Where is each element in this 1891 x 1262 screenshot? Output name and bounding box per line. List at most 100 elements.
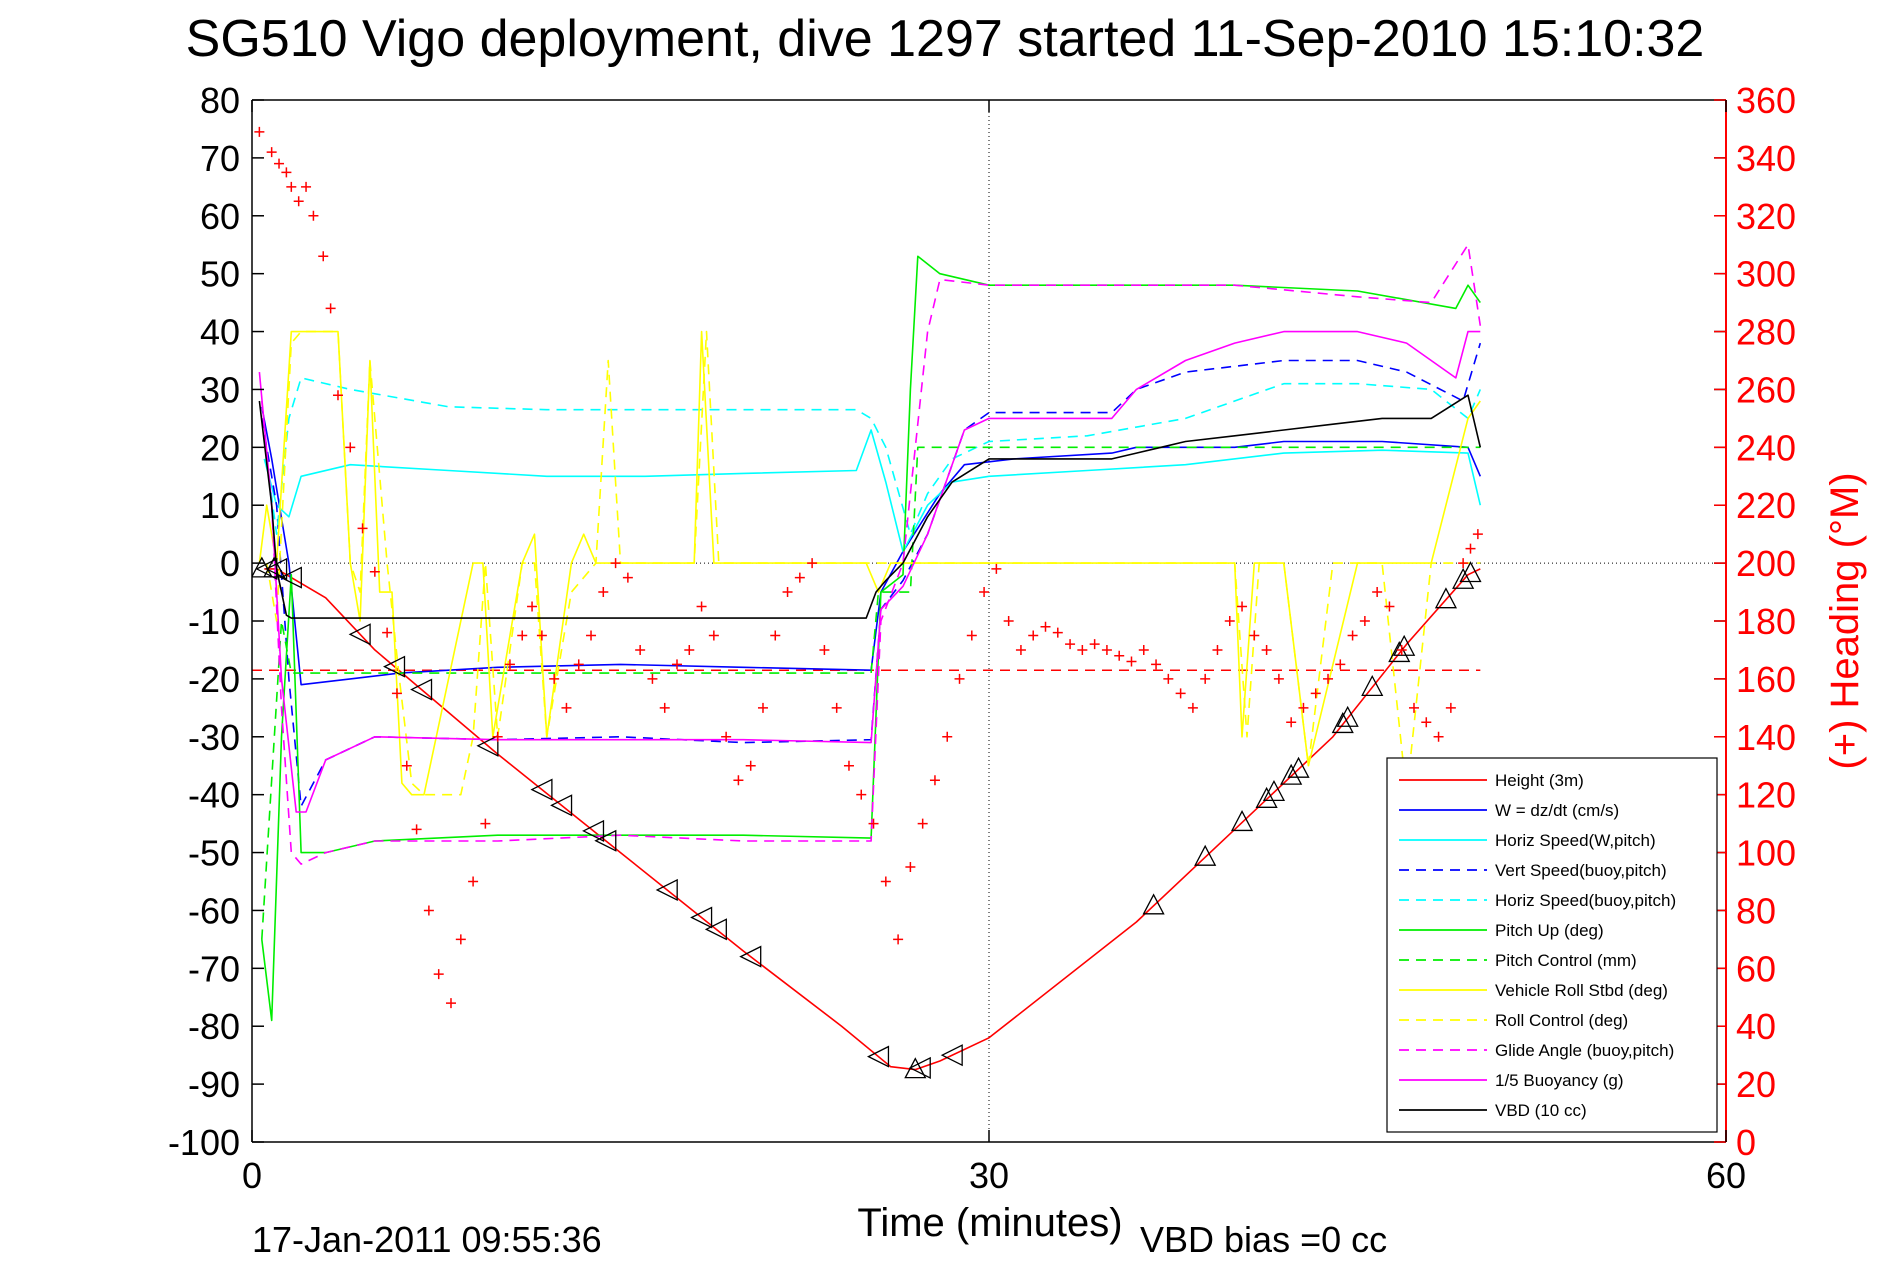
heading-point [411,824,422,835]
height-marker [255,557,278,580]
heading-point [1077,644,1088,655]
heading-point [332,390,343,401]
heading-point [382,627,393,638]
height-marker [904,1057,927,1079]
y2-tick-label: 340 [1736,138,1796,179]
heading-point [492,731,503,742]
height-marker [690,906,713,929]
heading-point [1163,673,1174,684]
heading-point [1126,656,1137,667]
y-tick-label: -10 [188,601,240,642]
heading-point [770,630,781,641]
heading-point [1347,630,1358,641]
heading-point [1458,558,1469,569]
heading-point [445,998,456,1009]
height-marker [550,794,573,817]
axis-ticks: 80706050403020100-10-20-30-40-50-60-70-8… [168,80,1796,1196]
series-line [263,429,1482,553]
y-tick-label: 30 [200,369,240,410]
height-marker [582,819,605,842]
height-marker [1331,712,1354,734]
y2-tick-label: 20 [1736,1064,1776,1105]
y-tick-label: 20 [200,427,240,468]
footer-vbd-bias: VBD bias =0 cc [1140,1219,1387,1260]
series-line [261,255,1481,1022]
heading-point [1175,688,1186,699]
heading-point [281,167,292,178]
heading-point [1028,630,1039,641]
heading-point [517,630,528,641]
heading-point [1249,630,1260,641]
heading-point [991,563,1002,574]
heading-point [819,644,830,655]
heading-point [1151,659,1162,670]
heading-point [843,760,854,771]
heading-point [610,558,621,569]
heading-point [1003,616,1014,626]
heading-point [433,969,444,980]
y-tick-label: -70 [188,948,240,989]
height-marker [252,556,273,578]
y2-axis-label: (+) Heading (°M) [1823,472,1867,769]
heading-point [782,587,793,598]
heading-point [369,566,380,577]
heading-point [598,587,609,598]
heading-point [1015,644,1026,655]
y-tick-label: -20 [188,659,240,700]
legend-label: Height (3m) [1495,771,1584,790]
heading-point [1396,644,1407,655]
heading-point [831,702,842,713]
y-tick-label: -100 [168,1122,240,1163]
height-marker [1452,567,1475,589]
y2-tick-label: 100 [1736,833,1796,874]
heading-point [301,181,312,192]
heading-point [480,818,491,829]
heading-point [1298,702,1309,713]
heading-point [293,196,304,207]
heading-point [266,147,277,158]
heading-point [856,789,867,800]
y2-tick-label: 240 [1736,427,1796,468]
heading-point [966,630,977,641]
heading-point [1261,644,1272,655]
heading-point [659,702,670,713]
y2-tick-label: 200 [1736,543,1796,584]
y2-tick-label: 140 [1736,717,1796,758]
height-marker [476,734,499,757]
series-line [258,330,1481,796]
height-marker [1194,844,1217,866]
heading-point [1359,616,1370,626]
legend-label: Horiz Speed(buoy,pitch) [1495,891,1676,910]
x-axis-label: Time (minutes) [857,1201,1122,1245]
heading-point [745,760,756,771]
y2-tick-label: 320 [1736,196,1796,237]
legend-label: VBD (10 cc) [1495,1101,1587,1120]
heading-point [733,775,744,786]
series-line [258,394,1482,619]
legend-label: Pitch Up (deg) [1495,921,1604,940]
heading-point [1445,702,1456,713]
legend-label: Pitch Control (mm) [1495,951,1637,970]
heading-point [527,601,538,612]
x-tick-label: 60 [1706,1155,1746,1196]
heading-point [1224,616,1235,626]
height-marker [908,1056,931,1079]
heading-point [905,862,916,873]
heading-point [880,876,891,887]
height-marker [866,1045,890,1068]
height-marker [1434,587,1458,609]
heading-point [647,673,658,684]
heading-point [1065,639,1076,650]
x-tick-label: 30 [969,1155,1009,1196]
heading-point [308,210,319,221]
heading-point [893,934,904,945]
heading-point [979,587,990,598]
heading-point [549,673,560,684]
heading-point [1089,639,1100,650]
height-marker [1142,893,1165,915]
heading-point [622,572,633,583]
heading-point [1465,543,1476,554]
y-tick-label: 50 [200,254,240,295]
height-marker [1459,561,1482,583]
